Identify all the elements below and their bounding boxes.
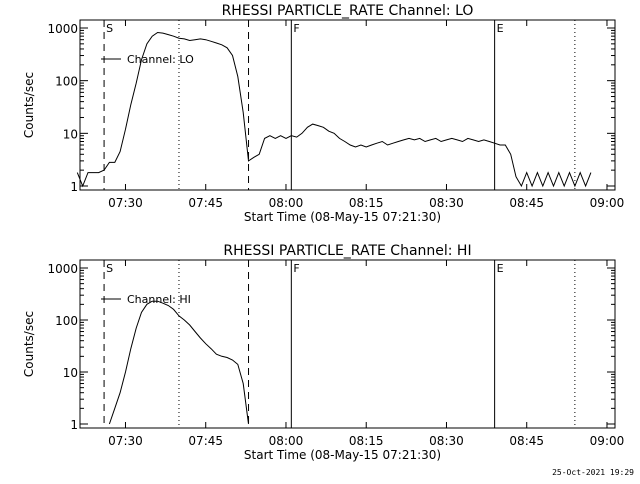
hi-y-tick-label: 1000 — [47, 262, 78, 276]
hi-x-tick-label: 07:30 — [108, 434, 143, 448]
lo-y-tick-label: 1000 — [47, 22, 78, 36]
hi-plot-frame — [79, 259, 616, 429]
hi-series-line-0 — [108, 300, 249, 425]
hi-chart-title: RHESSI PARTICLE_RATE Channel: HI — [223, 243, 471, 259]
lo-y-tick-label: 10 — [63, 127, 78, 141]
hi-x-tick-label: 09:00 — [590, 434, 625, 448]
lo-x-tick-label: 07:30 — [108, 196, 143, 210]
hi-marker-label-E: E — [497, 262, 504, 275]
lo-x-tick-label: 09:00 — [590, 196, 625, 210]
hi-marker-label-S: S — [106, 262, 113, 275]
hi-marker-label-F: F — [293, 262, 299, 275]
hi-y-tick-label: 1 — [70, 418, 78, 432]
lo-x-axis-label: Start Time (08-May-15 07:21:30) — [244, 210, 441, 224]
lo-y-axis-label: Counts/sec — [22, 72, 36, 138]
lo-y-tick-label: 100 — [55, 75, 78, 89]
lo-x-tick-label: 08:45 — [509, 196, 544, 210]
hi-x-tick-label: 07:45 — [188, 434, 223, 448]
lo-chart-title: RHESSI PARTICLE_RATE Channel: LO — [222, 3, 474, 19]
hi-x-tick-label: 08:30 — [429, 434, 464, 448]
lo-x-tick-label: 08:15 — [349, 196, 384, 210]
lo-x-tick-label: 08:30 — [429, 196, 464, 210]
lo-plot-frame — [79, 19, 616, 191]
timestamp-footer: 25-Oct-2021 19:29 — [552, 468, 634, 477]
lo-legend-label: Channel: LO — [127, 53, 194, 66]
hi-x-axis-label: Start Time (08-May-15 07:21:30) — [244, 448, 441, 462]
lo-marker-label-E: E — [497, 22, 504, 35]
lo-x-tick-label: 08:00 — [269, 196, 304, 210]
lo-x-tick-label: 07:45 — [188, 196, 223, 210]
hi-x-tick-label: 08:15 — [349, 434, 384, 448]
hi-y-tick-label: 10 — [63, 366, 78, 380]
hi-x-tick-label: 08:00 — [269, 434, 304, 448]
hi-x-tick-label: 08:45 — [509, 434, 544, 448]
lo-marker-label-F: F — [293, 22, 299, 35]
hi-y-axis-label: Counts/sec — [22, 311, 36, 377]
lo-y-tick-label: 1 — [70, 180, 78, 194]
hi-legend-label: Channel: HI — [127, 293, 191, 306]
hi-y-tick-label: 100 — [55, 314, 78, 328]
lo-series-line-0 — [76, 31, 592, 188]
lo-marker-label-S: S — [106, 22, 113, 35]
